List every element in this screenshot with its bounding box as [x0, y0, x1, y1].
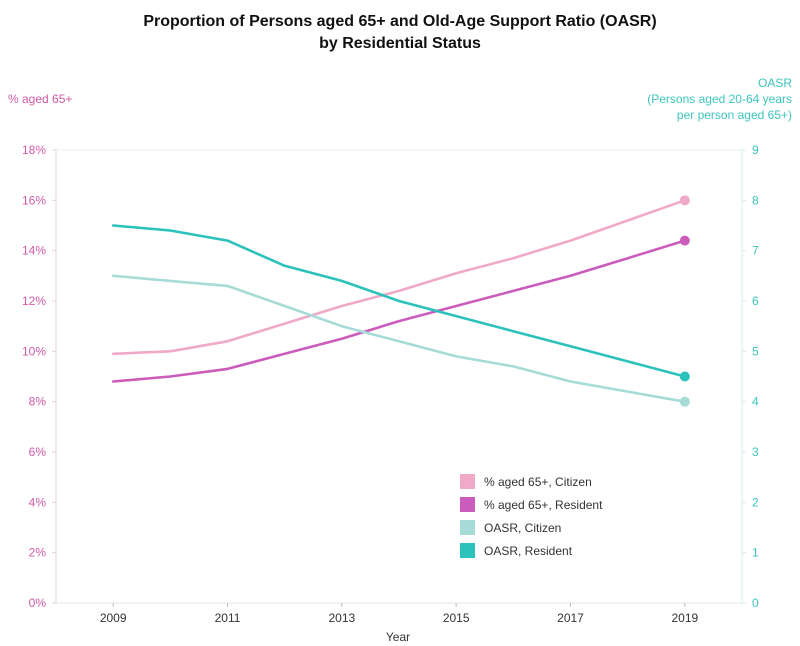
right-tick-label: 9 — [752, 143, 759, 157]
left-tick-label: 10% — [22, 344, 46, 358]
legend-swatch-1 — [460, 497, 475, 512]
x-tick-label: 2009 — [100, 611, 127, 625]
left-tick-label: 6% — [29, 445, 47, 459]
right-axis-label-line-3: per person aged 65+) — [677, 108, 792, 122]
left-axis-ticks: 0% 2% 4% 6% 8% 10% 12% 14% 16% 18% — [22, 143, 56, 610]
series-end-markers — [679, 195, 690, 407]
left-tick-label: 14% — [22, 244, 46, 258]
left-tick-label: 8% — [29, 395, 47, 409]
series-line-0 — [111, 199, 687, 356]
right-axis-label-line-1: OASR — [758, 76, 792, 90]
right-axis-label-line-2: (Persons aged 20-64 years — [647, 92, 792, 106]
x-tick-label: 2013 — [328, 611, 355, 625]
right-tick-label: 7 — [752, 244, 759, 258]
series-line-1 — [111, 239, 687, 383]
right-tick-label: 2 — [752, 495, 759, 509]
chart-title-line-2: by Residential Status — [319, 35, 481, 52]
left-tick-label: 18% — [22, 143, 46, 157]
series-lines — [111, 199, 687, 403]
legend: % aged 65+, Citizen % aged 65+, Resident O… — [460, 474, 603, 558]
series-line-2 — [111, 274, 687, 403]
legend-label-0: % aged 65+, Citizen — [484, 475, 592, 489]
x-axis-label: Year — [386, 630, 410, 644]
left-tick-label: 16% — [22, 193, 46, 207]
left-tick-label: 4% — [29, 495, 47, 509]
left-tick-label: 12% — [22, 294, 46, 308]
legend-label-1: % aged 65+, Resident — [484, 498, 603, 512]
x-tick-label: 2019 — [671, 611, 698, 625]
legend-swatch-3 — [460, 543, 475, 558]
legend-label-3: OASR, Resident — [484, 544, 573, 558]
chart-title-line-1: Proportion of Persons aged 65+ and Old-A… — [143, 13, 656, 30]
axes — [55, 149, 743, 604]
right-tick-label: 6 — [752, 294, 759, 308]
left-tick-label: 0% — [29, 596, 47, 610]
x-tick-label: 2011 — [215, 611, 241, 625]
series-end-marker-2 — [679, 396, 690, 407]
series-end-marker-0 — [679, 195, 690, 206]
right-tick-label: 4 — [752, 395, 759, 409]
x-axis-ticks: 2009 2011 2013 2015 2017 2019 — [100, 603, 699, 625]
right-tick-label: 3 — [752, 445, 759, 459]
right-tick-label: 1 — [752, 546, 759, 560]
legend-swatch-2 — [460, 520, 475, 535]
series-end-marker-3 — [679, 371, 690, 382]
right-tick-label: 0 — [752, 596, 759, 610]
legend-label-2: OASR, Citizen — [484, 521, 561, 535]
series-line-3 — [111, 224, 687, 378]
series-end-marker-1 — [679, 235, 690, 246]
right-tick-label: 5 — [752, 344, 759, 358]
legend-swatch-0 — [460, 474, 475, 489]
left-tick-label: 2% — [29, 546, 47, 560]
left-axis-label: % aged 65+ — [8, 92, 72, 106]
x-tick-label: 2017 — [557, 611, 584, 625]
right-tick-label: 8 — [752, 193, 759, 207]
right-axis-ticks: 0 1 2 3 4 5 6 7 8 9 — [742, 143, 759, 610]
x-tick-label: 2015 — [443, 611, 470, 625]
